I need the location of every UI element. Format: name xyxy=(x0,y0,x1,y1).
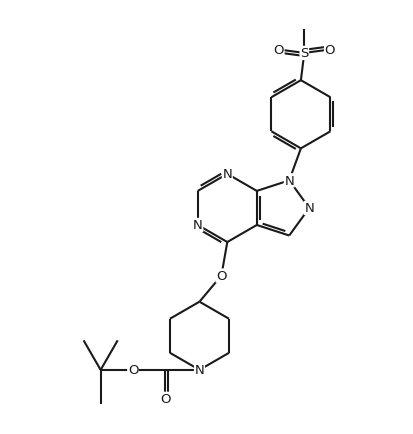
Text: N: N xyxy=(194,364,204,377)
Text: N: N xyxy=(284,174,293,187)
Text: N: N xyxy=(222,168,232,181)
Text: O: O xyxy=(128,364,138,377)
Text: N: N xyxy=(304,202,313,215)
Text: O: O xyxy=(160,392,170,405)
Text: N: N xyxy=(192,219,202,232)
Text: O: O xyxy=(273,44,283,57)
Text: O: O xyxy=(216,270,226,283)
Text: O: O xyxy=(324,44,334,57)
Text: S: S xyxy=(299,47,308,60)
